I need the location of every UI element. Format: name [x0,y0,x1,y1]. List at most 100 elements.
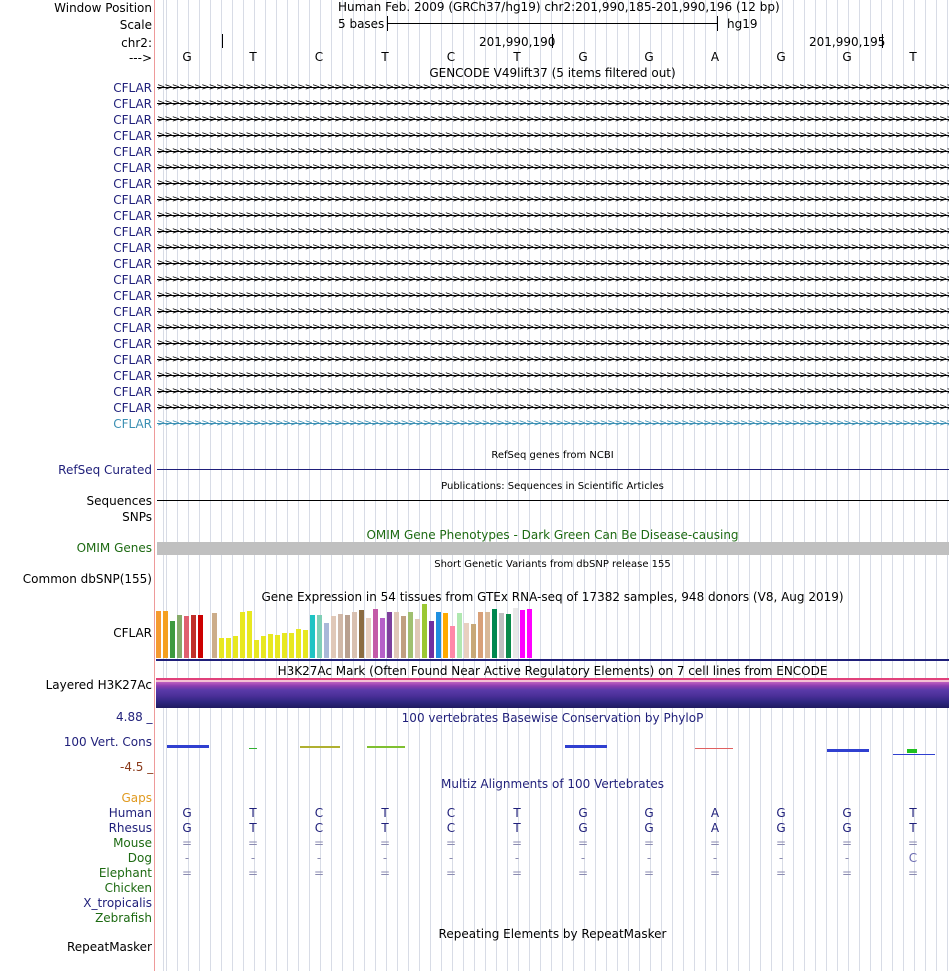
publications-line[interactable] [157,500,949,501]
gtex-bar[interactable] [261,636,266,658]
gtex-bar[interactable] [373,609,378,658]
gencode-title[interactable]: GENCODE V49lift37 (5 items filtered out) [429,66,676,80]
gtex-bar[interactable] [387,612,392,658]
gencode-item-line[interactable]: >>>>>>>>>>>>>>>>>>>>>>>>>>>>>>>>>>>>>>>>… [157,146,949,157]
gtex-bar[interactable] [275,635,280,658]
gencode-item-label[interactable]: CFLAR [113,353,152,367]
multiz-title[interactable]: Multiz Alignments of 100 Vertebrates [440,777,665,791]
gencode-item-label[interactable]: CFLAR [113,273,152,287]
gtex-bar[interactable] [303,630,308,658]
multiz-species-dog[interactable]: Dog [127,851,152,865]
multiz-species-mouse[interactable]: Mouse [113,836,152,850]
multiz-species-chicken[interactable]: Chicken [104,881,152,895]
gencode-item-line[interactable]: >>>>>>>>>>>>>>>>>>>>>>>>>>>>>>>>>>>>>>>>… [157,402,949,413]
gtex-bar[interactable] [415,619,420,658]
gtex-bar[interactable] [289,633,294,658]
gencode-item-label[interactable]: CFLAR [113,161,152,175]
gtex-bar[interactable] [296,629,301,658]
gtex-bar[interactable] [219,638,224,658]
gencode-item-label[interactable]: CFLAR [113,97,152,111]
gtex-bar[interactable] [394,612,399,658]
gencode-item-label[interactable]: CFLAR [113,257,152,271]
gencode-item-label[interactable]: CFLAR [113,305,152,319]
gtex-bar[interactable] [247,611,252,658]
gtex-bar[interactable] [198,615,203,658]
multiz-species-x_tropicalis[interactable]: X_tropicalis [83,896,152,910]
gtex-bar[interactable] [464,623,469,658]
gtex-bar[interactable] [352,612,357,658]
gtex-bar[interactable] [324,623,329,658]
multiz-species-elephant[interactable]: Elephant [98,866,152,880]
repeatmasker-label[interactable]: RepeatMasker [66,940,152,954]
omim-gene-bar[interactable] [157,542,949,555]
gencode-item-line[interactable]: >>>>>>>>>>>>>>>>>>>>>>>>>>>>>>>>>>>>>>>>… [157,290,949,301]
gencode-item-label[interactable]: CFLAR [113,417,152,431]
gencode-item-line[interactable]: >>>>>>>>>>>>>>>>>>>>>>>>>>>>>>>>>>>>>>>>… [157,274,949,285]
h3k27ac-title[interactable]: H3K27Ac Mark (Often Found Near Active Re… [277,664,828,678]
gtex-bar[interactable] [471,624,476,658]
gtex-bar[interactable] [191,615,196,658]
gtex-bar-chart[interactable] [156,604,536,658]
gtex-bar[interactable] [254,640,259,658]
gencode-item-line[interactable]: >>>>>>>>>>>>>>>>>>>>>>>>>>>>>>>>>>>>>>>>… [157,130,949,141]
track-grid[interactable] [155,0,950,971]
multiz-species-human[interactable]: Human [108,806,152,820]
gtex-bar[interactable] [513,608,518,658]
gtex-bar[interactable] [212,613,217,658]
gtex-bar[interactable] [359,610,364,658]
gencode-item-label[interactable]: CFLAR [113,321,152,335]
gencode-item-line[interactable]: >>>>>>>>>>>>>>>>>>>>>>>>>>>>>>>>>>>>>>>>… [157,354,949,365]
gtex-label[interactable]: CFLAR [113,626,152,640]
gtex-bar[interactable] [492,609,497,658]
gencode-item-label[interactable]: CFLAR [113,401,152,415]
gencode-item-label[interactable]: CFLAR [113,209,152,223]
gtex-bar[interactable] [310,615,315,658]
gencode-item-line[interactable]: >>>>>>>>>>>>>>>>>>>>>>>>>>>>>>>>>>>>>>>>… [157,114,949,125]
multiz-species-rhesus[interactable]: Rhesus [108,821,152,835]
refseq-title[interactable]: RefSeq genes from NCBI [491,450,614,461]
gencode-item-label[interactable]: CFLAR [113,241,152,255]
gtex-title[interactable]: Gene Expression in 54 tissues from GTEx … [261,590,844,604]
multiz-species-gaps[interactable]: Gaps [121,791,152,805]
gtex-bar[interactable] [478,612,483,658]
gtex-bar[interactable] [422,604,427,658]
gtex-bar[interactable] [408,612,413,658]
gencode-item-label[interactable]: CFLAR [113,337,152,351]
publications-label[interactable]: Sequences [86,494,152,508]
gtex-bar[interactable] [338,614,343,658]
gtex-bar[interactable] [520,610,525,658]
gtex-bar[interactable] [506,614,511,658]
gtex-bar[interactable] [450,626,455,658]
gtex-bar[interactable] [170,621,175,658]
repeatmasker-title[interactable]: Repeating Elements by RepeatMasker [438,927,667,941]
gencode-item-line[interactable]: >>>>>>>>>>>>>>>>>>>>>>>>>>>>>>>>>>>>>>>>… [157,370,949,381]
refseq-gene-line[interactable] [157,469,949,470]
gtex-bar[interactable] [233,636,238,658]
phylop-label[interactable]: 100 Vert. Cons [63,735,152,749]
gencode-item-line[interactable]: >>>>>>>>>>>>>>>>>>>>>>>>>>>>>>>>>>>>>>>>… [157,178,949,189]
gencode-item-line[interactable]: >>>>>>>>>>>>>>>>>>>>>>>>>>>>>>>>>>>>>>>>… [157,258,949,269]
gencode-item-line[interactable]: >>>>>>>>>>>>>>>>>>>>>>>>>>>>>>>>>>>>>>>>… [157,98,949,109]
gencode-item-line[interactable]: >>>>>>>>>>>>>>>>>>>>>>>>>>>>>>>>>>>>>>>>… [157,162,949,173]
gtex-bar[interactable] [443,613,448,658]
gencode-item-label[interactable]: CFLAR [113,145,152,159]
gencode-item-label[interactable]: CFLAR [113,225,152,239]
dbsnp-title[interactable]: Short Genetic Variants from dbSNP releas… [434,559,671,570]
gencode-item-line[interactable]: >>>>>>>>>>>>>>>>>>>>>>>>>>>>>>>>>>>>>>>>… [157,210,949,221]
gtex-bar[interactable] [226,638,231,658]
gencode-item-line[interactable]: >>>>>>>>>>>>>>>>>>>>>>>>>>>>>>>>>>>>>>>>… [157,306,949,317]
gtex-bar[interactable] [240,612,245,658]
gencode-item-line[interactable]: >>>>>>>>>>>>>>>>>>>>>>>>>>>>>>>>>>>>>>>>… [157,242,949,253]
gencode-item-label[interactable]: CFLAR [113,385,152,399]
gencode-item-line[interactable]: >>>>>>>>>>>>>>>>>>>>>>>>>>>>>>>>>>>>>>>>… [157,194,949,205]
gencode-item-line[interactable]: >>>>>>>>>>>>>>>>>>>>>>>>>>>>>>>>>>>>>>>>… [157,386,949,397]
omim-title[interactable]: OMIM Gene Phenotypes - Dark Green Can Be… [366,528,739,542]
gtex-bar[interactable] [380,618,385,658]
gencode-item-line[interactable]: >>>>>>>>>>>>>>>>>>>>>>>>>>>>>>>>>>>>>>>>… [157,322,949,333]
gtex-bar[interactable] [436,612,441,658]
gencode-item-line[interactable]: >>>>>>>>>>>>>>>>>>>>>>>>>>>>>>>>>>>>>>>>… [157,226,949,237]
gtex-bar[interactable] [457,613,462,658]
gtex-bar[interactable] [485,612,490,658]
gtex-bar[interactable] [401,616,406,658]
h3k27ac-signal[interactable] [156,678,949,708]
